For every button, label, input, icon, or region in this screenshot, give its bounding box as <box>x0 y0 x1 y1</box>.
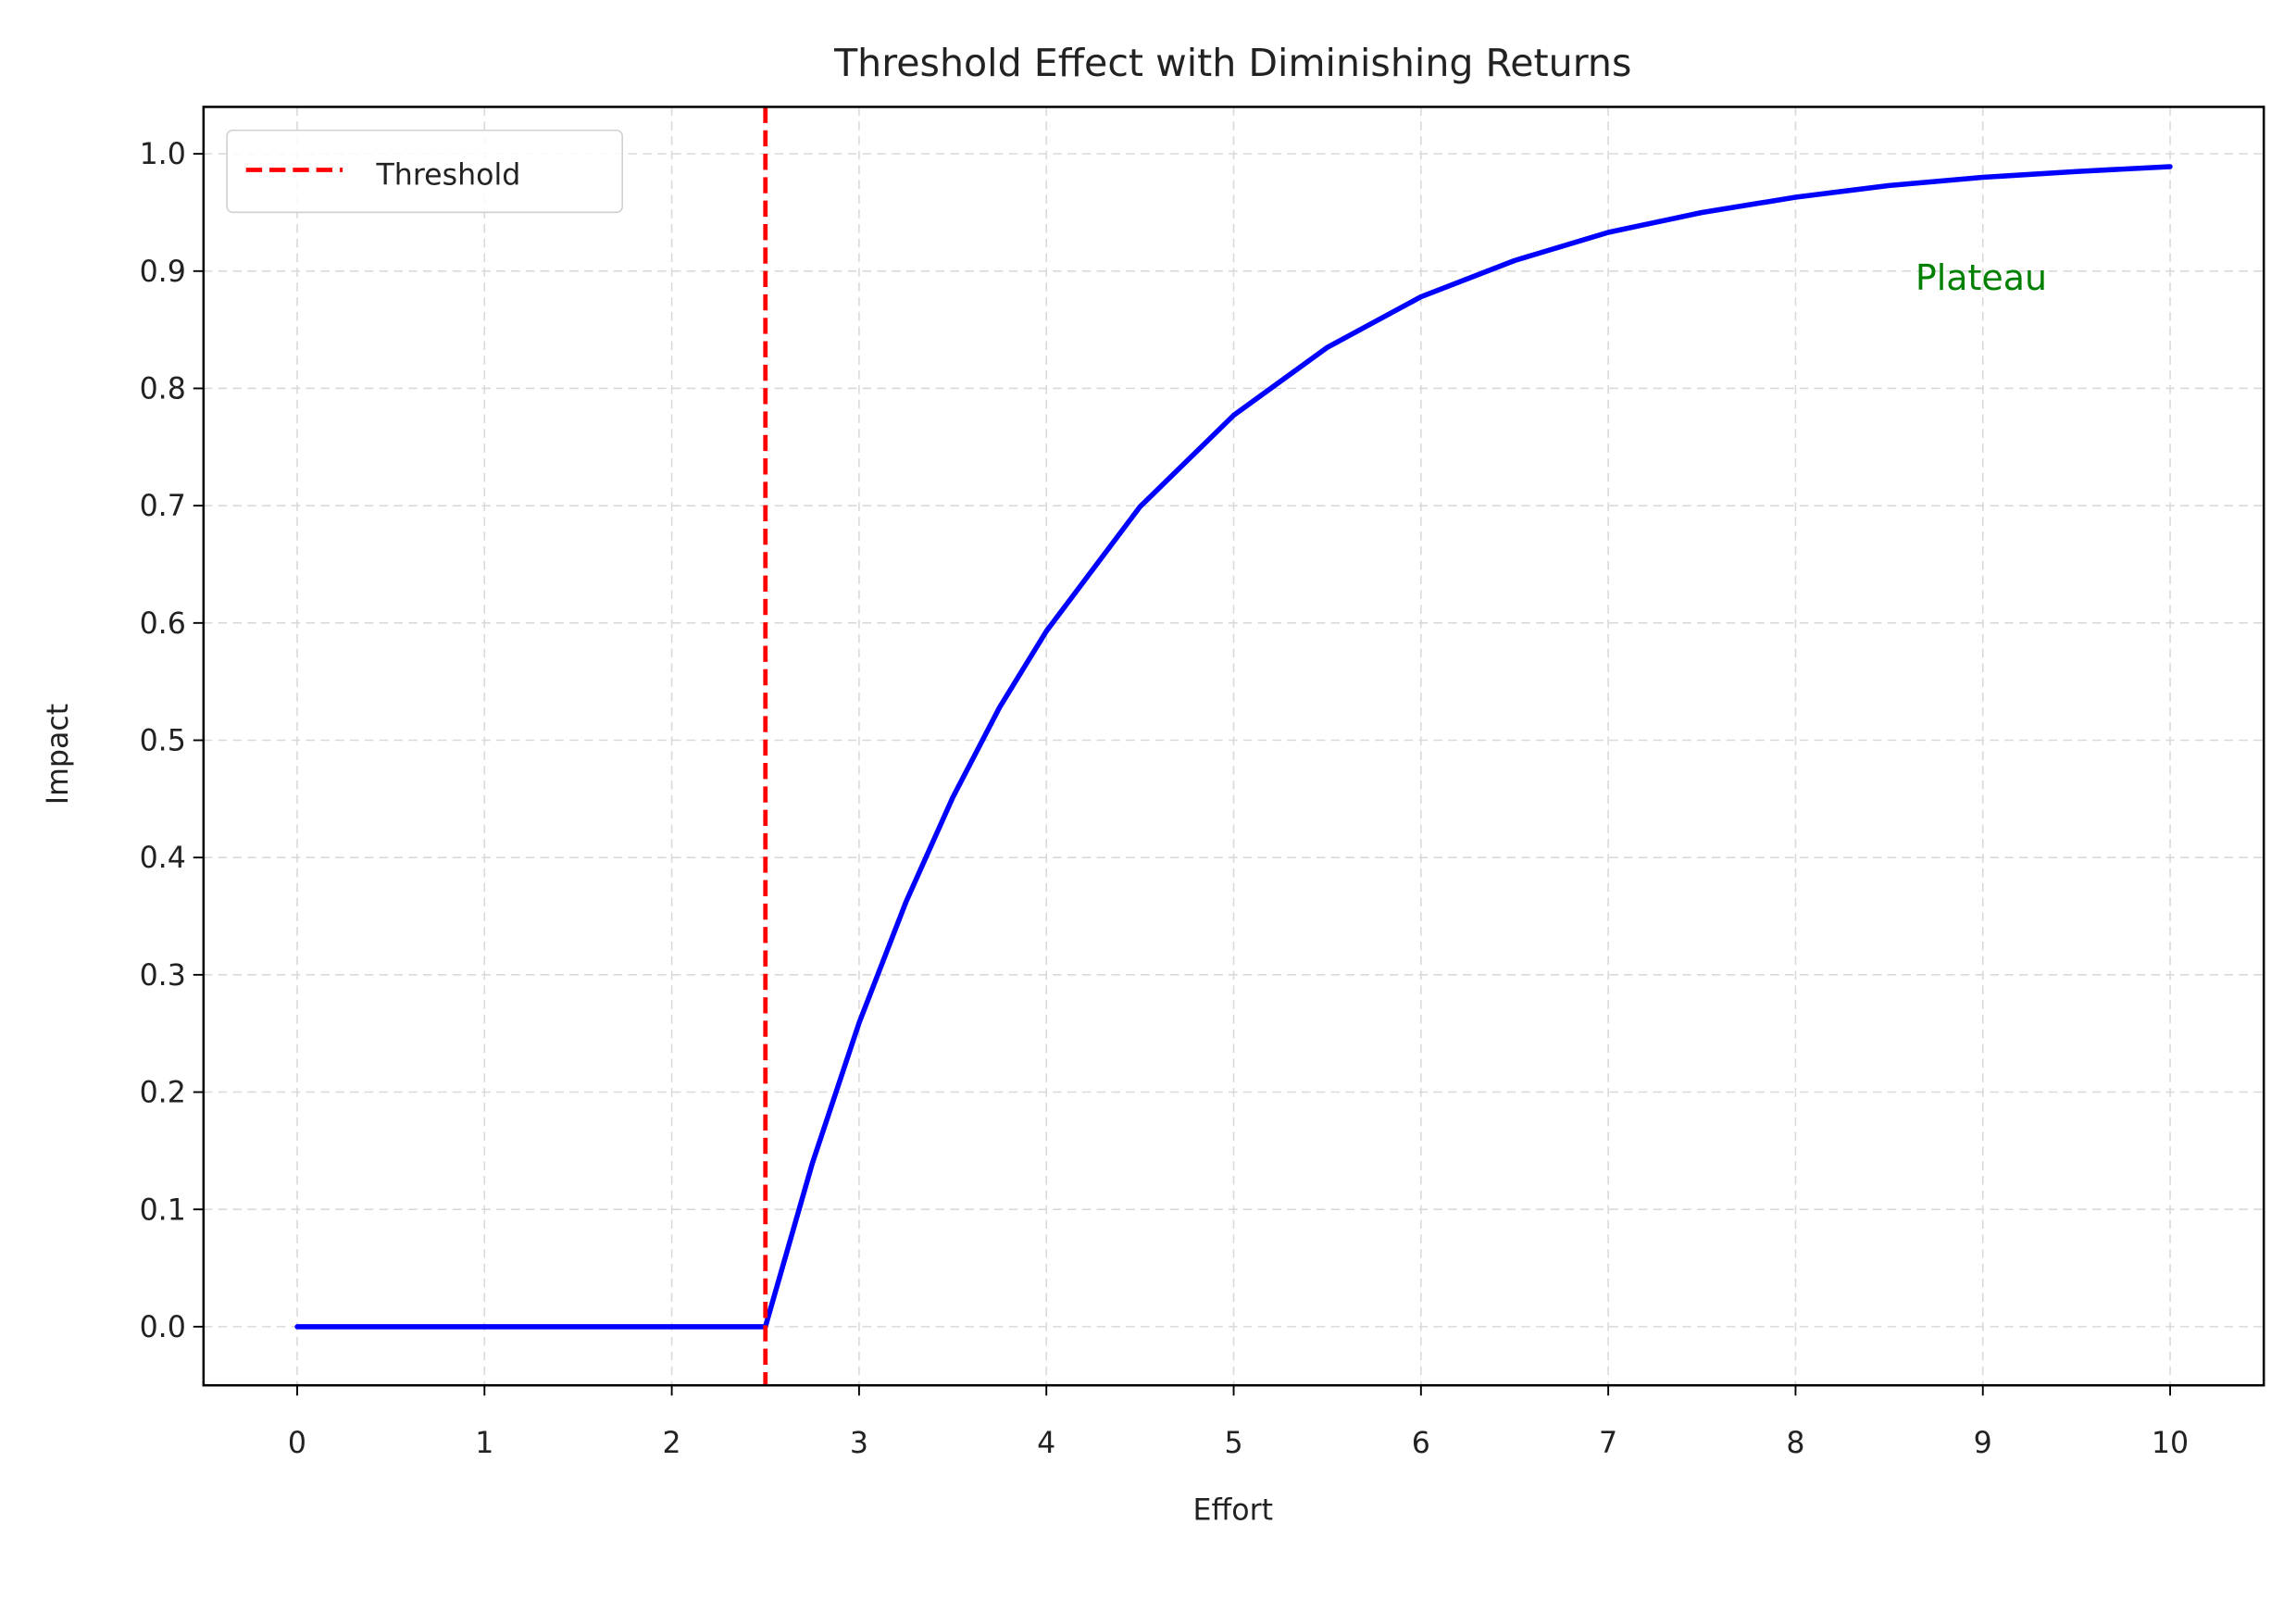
y-tick-label: 0.1 <box>140 1193 186 1227</box>
x-tick-label: 6 <box>1412 1427 1430 1460</box>
y-tick-label: 0.0 <box>140 1311 186 1344</box>
y-tick-label: 0.7 <box>140 490 186 523</box>
y-tick-label: 0.6 <box>140 607 186 641</box>
x-tick-label: 1 <box>475 1427 493 1460</box>
x-tick-label: 2 <box>663 1427 681 1460</box>
y-tick-label: 0.2 <box>140 1077 186 1110</box>
x-tick-label: 5 <box>1224 1427 1242 1460</box>
y-tick-label: 0.9 <box>140 256 186 289</box>
y-tick-label: 0.3 <box>140 959 186 993</box>
x-axis-label: Effort <box>1192 1494 1273 1528</box>
x-tick-label: 4 <box>1037 1427 1055 1460</box>
x-tick-label: 8 <box>1786 1427 1804 1460</box>
y-axis-label: Impact <box>42 704 75 805</box>
x-tick-label: 0 <box>288 1427 306 1460</box>
series-layer <box>294 106 2173 1386</box>
y-tick-label: 0.4 <box>140 842 186 875</box>
impact-curve <box>294 164 2173 1330</box>
y-axis: 0.0 0.1 0.2 0.3 0.4 0.5 0.6 0.7 0.8 0.9 1.0 <box>140 138 204 1344</box>
x-axis: 0 1 2 3 4 5 6 7 8 9 10 <box>288 1385 2189 1460</box>
x-tick-label: 9 <box>1974 1427 1992 1460</box>
legend: Threshold <box>226 129 623 214</box>
x-tick-label: 10 <box>2152 1427 2189 1460</box>
y-tick-label: 0.5 <box>140 725 186 758</box>
y-tick-label: 0.8 <box>140 373 186 406</box>
annotation-plateau: Plateau <box>1915 257 2047 298</box>
y-tick-label: 1.0 <box>140 138 186 171</box>
legend-box <box>226 129 623 214</box>
x-tick-label: 7 <box>1599 1427 1617 1460</box>
legend-threshold-label: Threshold <box>375 158 520 192</box>
chart-title: Threshold Effect with Diminishing Return… <box>833 41 1631 85</box>
x-tick-label: 3 <box>850 1427 868 1460</box>
